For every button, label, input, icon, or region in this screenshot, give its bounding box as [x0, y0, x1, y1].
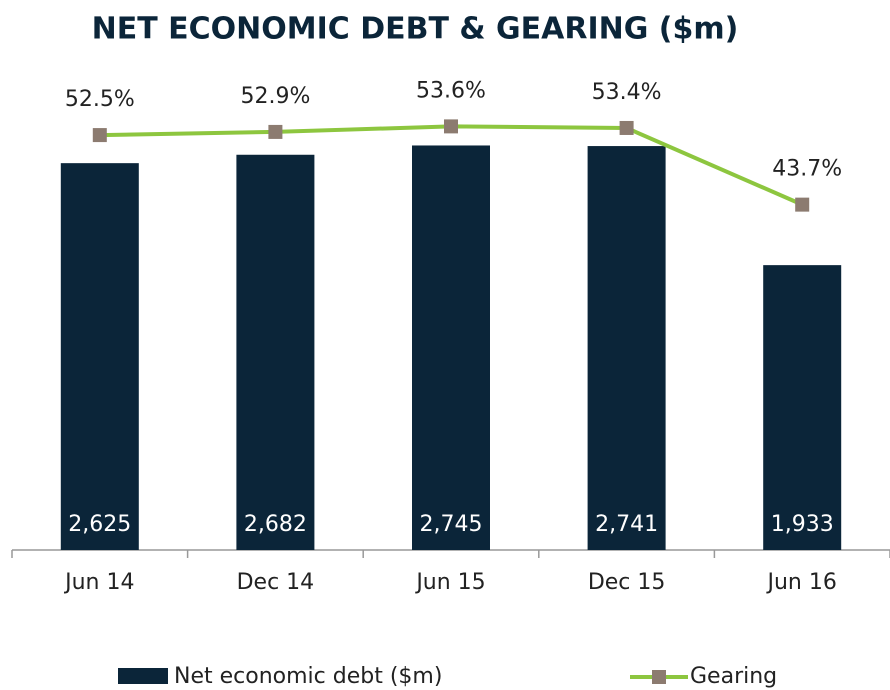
line-value-label: 52.5%: [65, 87, 135, 112]
line-value-label: 53.6%: [416, 78, 486, 103]
bar: [763, 265, 842, 550]
bar-value-label: 1,933: [771, 512, 834, 537]
bar: [412, 145, 490, 550]
line-marker: [444, 119, 458, 134]
line-marker: [92, 128, 107, 143]
line-value-label: 53.4%: [592, 80, 662, 105]
legend-label: Gearing: [690, 664, 777, 689]
bar: [236, 154, 315, 551]
bar-value-label: 2,625: [68, 512, 131, 537]
bar-value-label: 2,741: [595, 512, 658, 537]
bar-value-label: 2,745: [420, 512, 483, 537]
line-marker: [795, 197, 810, 212]
x-tick-label: Jun 15: [414, 570, 485, 595]
legend-label: Net economic debt ($m): [174, 664, 442, 689]
line-marker: [619, 120, 634, 135]
legend-swatch: [118, 668, 168, 684]
legend-marker: [652, 670, 666, 684]
x-tick-label: Dec 15: [588, 570, 666, 595]
chart-title: NET ECONOMIC DEBT & GEARING ($m): [92, 12, 739, 47]
bar-value-label: 2,682: [244, 512, 307, 537]
bar: [587, 146, 666, 550]
x-tick-label: Jun 16: [766, 570, 837, 595]
x-tick-label: Jun 14: [63, 570, 134, 595]
line-value-label: 43.7%: [772, 157, 842, 182]
line-marker: [268, 124, 283, 139]
bar: [60, 163, 139, 550]
line-value-label: 52.9%: [240, 84, 310, 109]
x-tick-label: Dec 14: [237, 570, 315, 595]
